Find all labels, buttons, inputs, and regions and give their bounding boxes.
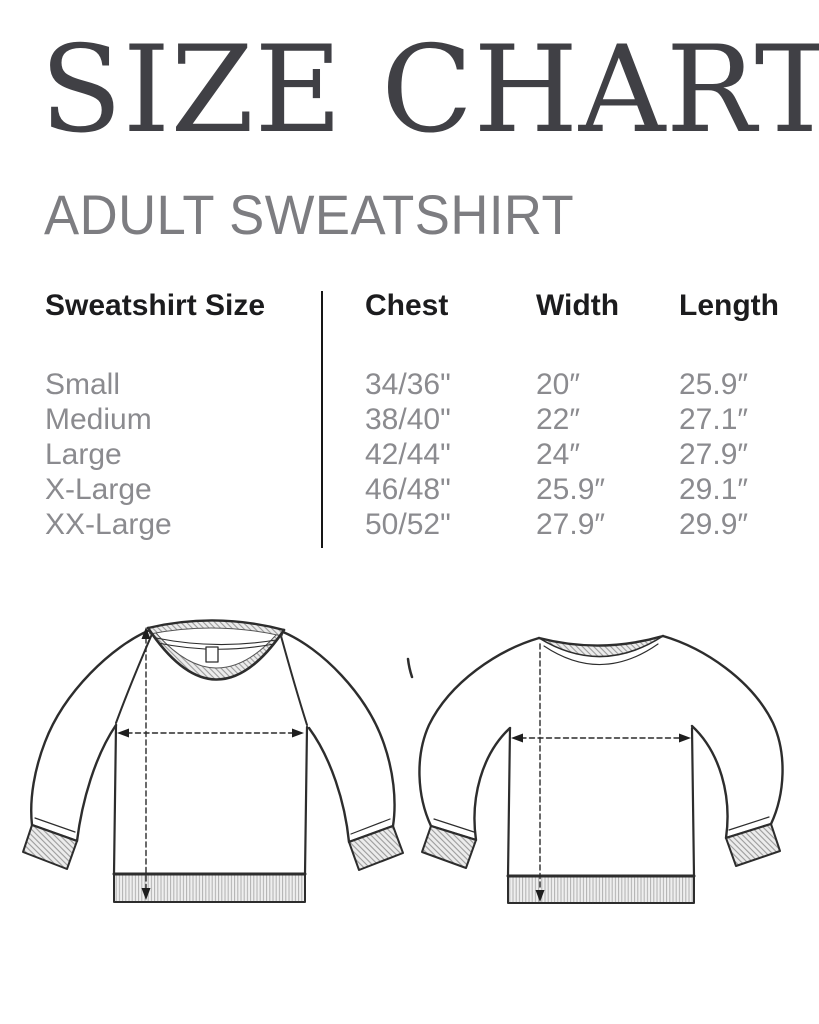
- column-header-chest: Chest: [365, 289, 449, 322]
- back-left-cuff-seam: [433, 818, 475, 833]
- column-header-size: Sweatshirt Size: [45, 289, 266, 322]
- back-right-cuff-seam: [728, 816, 770, 831]
- front-width-measure-line: [117, 728, 304, 738]
- table-cell-size: Medium: [45, 403, 152, 436]
- stray-mark: [406, 657, 414, 679]
- column-header-width: Width: [536, 289, 620, 322]
- sweatshirt-front-diagram: [22, 619, 414, 903]
- front-left-sleeve: [30, 628, 152, 843]
- back-left-cuff: [421, 825, 477, 869]
- table-cell-size: XX-Large: [45, 508, 172, 541]
- table-cell-length: 27.9″: [679, 438, 749, 471]
- table-cell-width: 25.9″: [536, 473, 606, 506]
- table-cell-length: 29.9″: [679, 508, 749, 541]
- front-right-cuff: [348, 825, 404, 871]
- front-collar: [146, 619, 286, 681]
- table-cell-width: 27.9″: [536, 508, 606, 541]
- size-table-column-width: Width 20″ 22″ 24″ 25.9″ 27.9″: [536, 289, 619, 542]
- table-divider-line: [321, 291, 323, 548]
- size-table-column-size: Sweatshirt Size Small Medium Large X-Lar…: [45, 289, 265, 542]
- table-cell-width: 22″: [536, 403, 580, 436]
- front-raglan-seam-left: [115, 633, 153, 724]
- column-header-length: Length: [679, 289, 779, 322]
- table-cell-length: 27.1″: [679, 403, 749, 436]
- front-length-measure-line: [141, 627, 151, 900]
- table-cell-width: 20″: [536, 368, 580, 401]
- table-cell-chest: 46/48": [365, 473, 451, 506]
- sweatshirt-back-diagram: [418, 634, 784, 904]
- neck-label-tag: [205, 646, 219, 663]
- front-raglan-seam-right: [280, 635, 308, 726]
- back-right-sleeve: [661, 634, 784, 840]
- back-width-measure-line: [511, 733, 691, 743]
- back-left-sleeve: [418, 636, 541, 842]
- table-cell-size: Large: [45, 438, 122, 471]
- size-table-column-chest: Chest 34/36" 38/40" 42/44" 46/48" 50/52": [365, 289, 451, 542]
- back-length-measure-line: [535, 643, 545, 902]
- table-cell-chest: 34/36": [365, 368, 451, 401]
- table-cell-chest: 50/52": [365, 508, 451, 541]
- back-collar: [537, 634, 665, 666]
- table-cell-size: X-Large: [45, 473, 152, 506]
- table-cell-size: Small: [45, 368, 121, 401]
- table-cell-chest: 42/44": [365, 438, 451, 471]
- front-left-cuff: [22, 824, 78, 870]
- page-title: SIZE CHART: [40, 21, 819, 160]
- table-cell-length: 25.9″: [679, 368, 749, 401]
- front-right-cuff-seam: [350, 818, 391, 835]
- size-table-column-length: Length 25.9″ 27.1″ 27.9″ 29.1″ 29.9″: [679, 289, 779, 542]
- page-subtitle: ADULT SWEATSHIRT: [44, 183, 575, 246]
- back-hem: [506, 874, 696, 904]
- front-right-sleeve: [281, 630, 396, 844]
- back-right-cuff: [725, 823, 781, 867]
- table-cell-width: 24″: [536, 438, 580, 471]
- table-cell-chest: 38/40": [365, 403, 451, 436]
- back-body: [506, 726, 696, 878]
- front-body: [112, 723, 309, 876]
- front-left-cuff-seam: [34, 817, 76, 833]
- table-cell-length: 29.1″: [679, 473, 749, 506]
